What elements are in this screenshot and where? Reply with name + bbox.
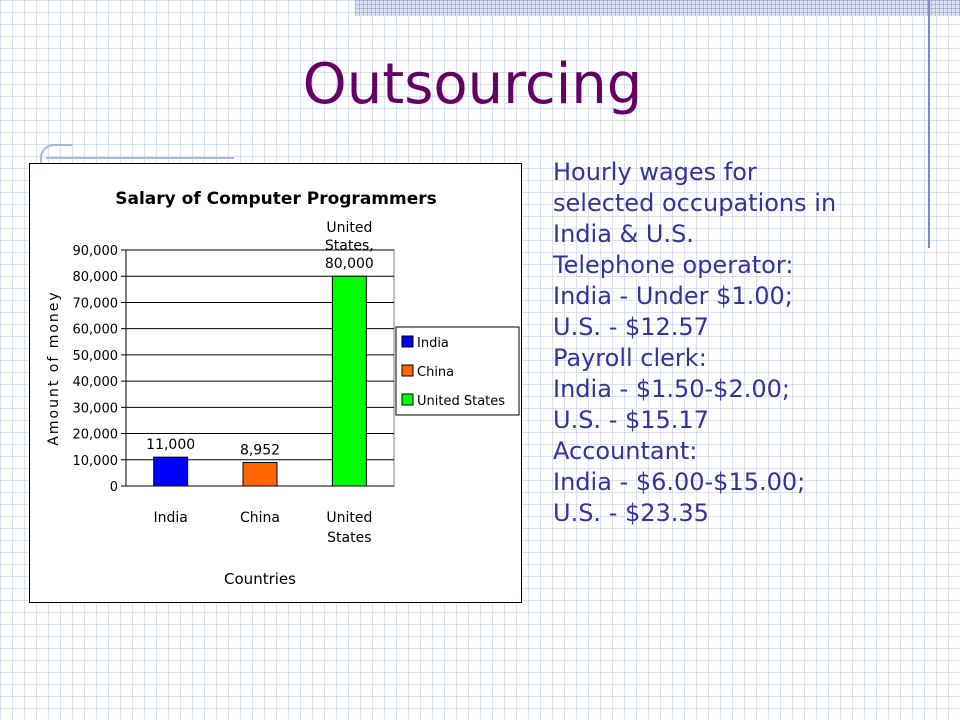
legend [395,326,520,416]
bar-united-states [331,275,367,487]
x-tick-label: States [327,530,371,546]
legend-label: United States [417,394,505,409]
decorative-curl [40,144,72,166]
data-label: States, [325,238,374,254]
decorative-band [355,0,960,16]
legend-swatch-united-states [401,393,414,406]
bar-china [242,462,278,487]
x-tick-label: India [153,510,187,526]
y-tick-label: 40,000 [73,375,119,390]
wages-text-line: Telephone operator: [553,251,794,279]
y-tick-label: 30,000 [73,401,119,416]
wages-text-line: Hourly wages for [553,158,757,186]
legend-swatch-china [401,364,414,377]
wages-text-line: U.S. - $12.57 [553,313,709,341]
wages-text-line: U.S. - $23.35 [553,499,709,527]
legend-swatch-india [401,335,414,348]
bar-india [153,456,189,487]
y-tick-label: 70,000 [73,296,119,311]
x-axis-label: Countries [224,570,296,588]
chart-title: Salary of Computer Programmers [115,189,437,209]
y-tick-label: 50,000 [73,349,119,364]
wages-text-line: India - Under $1.00; [553,282,793,310]
data-label: 80,000 [325,256,374,272]
y-tick-label: 20,000 [73,428,119,443]
wages-text-line: Payroll clerk: [553,344,707,372]
data-label: United [326,220,372,236]
wages-text-line: Accountant: [553,437,698,465]
legend-label: China [417,365,454,380]
slide-title: Outsourcing [302,52,643,117]
wages-text-line: India - $1.50-$2.00; [553,375,790,403]
data-label: 11,000 [146,437,195,453]
wages-text-line: U.S. - $15.17 [553,406,709,434]
decorative-horizontal-line [46,157,234,159]
bar-chart: Salary of Computer Programmers 0 10,000 20,… [46,189,520,588]
decorative-vertical-line [928,0,930,248]
wages-text-line: India - $6.00-$15.00; [553,468,806,496]
chart-frame: Salary of Computer Programmers 0 10,000 20,… [29,163,522,603]
y-tick-label: 10,000 [73,454,119,469]
x-tick-label: United [326,510,372,526]
legend-label: India [417,336,449,351]
y-axis-label: Amount of money [46,290,62,445]
x-tick-label: China [240,510,280,526]
wages-text-line: India & U.S. [553,220,694,248]
wages-text-panel: Hourly wages for selected occupations in I… [553,157,933,529]
y-tick-label: 80,000 [73,270,119,285]
y-tick-label: 0 [110,480,118,495]
y-tick-label: 60,000 [73,323,119,338]
y-tick-label: 90,000 [73,244,119,259]
data-label: 8,952 [240,443,280,459]
wages-text-line: selected occupations in [553,189,837,217]
